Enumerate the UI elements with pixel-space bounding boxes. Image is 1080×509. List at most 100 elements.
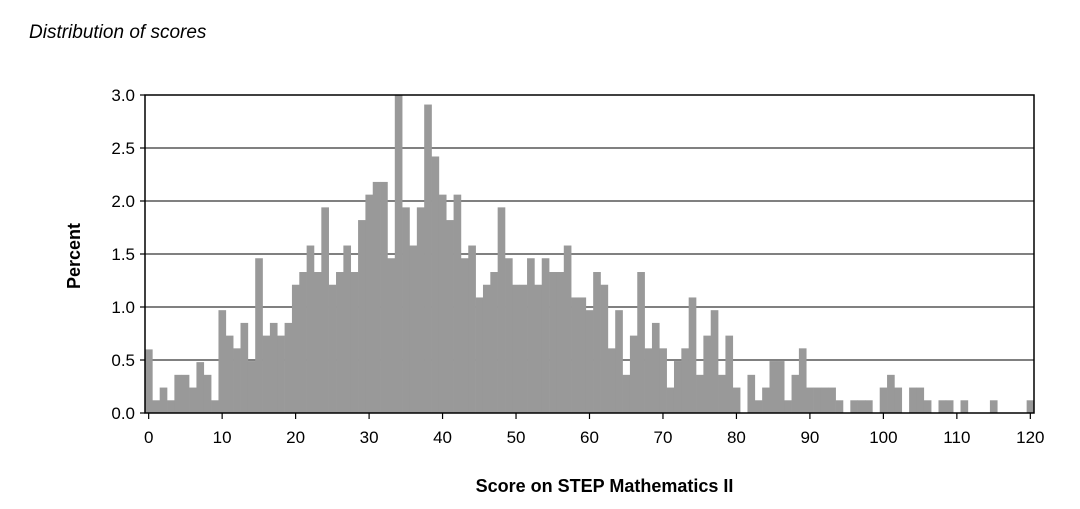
histogram-bar xyxy=(145,349,153,413)
histogram-bar xyxy=(549,272,557,413)
y-axis: 0.0 0.5 1.0 1.5 2.0 2.5 3.0 xyxy=(111,86,145,423)
histogram-bar xyxy=(446,220,454,413)
histogram-bar xyxy=(468,245,476,413)
histogram-bar xyxy=(637,272,645,413)
histogram-bar xyxy=(798,348,807,413)
histogram-bar xyxy=(233,348,241,413)
histogram-bar xyxy=(769,361,778,413)
histogram-bar xyxy=(835,400,844,413)
histogram-bar xyxy=(909,387,917,413)
histogram-bar xyxy=(262,335,271,413)
histogram-bar xyxy=(203,374,212,413)
histogram-bar xyxy=(813,387,822,413)
histogram-bar xyxy=(541,258,550,413)
histogram-bar xyxy=(615,310,623,413)
histogram-bar xyxy=(607,348,616,413)
histogram-bar xyxy=(879,387,888,413)
histogram-bar xyxy=(784,400,792,413)
histogram-bar xyxy=(313,272,322,413)
histogram-bar xyxy=(460,258,469,413)
x-tick-label: 90 xyxy=(800,428,819,447)
y-tick-label: 0.0 xyxy=(111,404,135,423)
histogram-bar xyxy=(424,104,432,413)
histogram-bar xyxy=(644,348,653,413)
x-tick-label: 40 xyxy=(433,428,452,447)
histogram-bar xyxy=(666,387,675,413)
histogram-bar xyxy=(887,374,895,413)
histogram-bar xyxy=(681,348,689,413)
histogram-bar xyxy=(218,310,227,413)
histogram-bar xyxy=(791,374,800,413)
y-tick-label: 2.0 xyxy=(111,192,135,211)
histogram-bar xyxy=(519,284,528,413)
histogram-bar xyxy=(673,361,682,413)
x-tick-label: 70 xyxy=(654,428,673,447)
histogram-bar xyxy=(291,284,300,413)
histogram-bar xyxy=(600,284,609,413)
histogram-bar xyxy=(387,258,396,413)
y-tick-label: 3.0 xyxy=(111,86,135,105)
histogram-bar xyxy=(497,207,506,413)
x-axis-title: Score on STEP Mathematics II xyxy=(476,476,734,496)
histogram-bar xyxy=(916,387,925,413)
histogram-bar xyxy=(659,348,667,413)
x-tick-label: 20 xyxy=(286,428,305,447)
histogram-bar xyxy=(571,297,579,413)
histogram-bar xyxy=(240,322,249,413)
histogram-bar xyxy=(865,400,873,413)
x-tick-label: 50 xyxy=(507,428,526,447)
bars xyxy=(145,95,1035,414)
histogram-bar xyxy=(850,400,858,413)
histogram-bar xyxy=(945,400,954,413)
histogram-bar xyxy=(629,335,638,413)
histogram-bar xyxy=(857,400,866,413)
histogram-bar xyxy=(328,284,337,413)
chart-title: Distribution of scores xyxy=(29,22,207,43)
histogram-bar xyxy=(321,207,329,413)
y-axis-title: Percent xyxy=(64,223,84,289)
histogram-bar xyxy=(306,245,315,413)
histogram-bar xyxy=(167,400,175,413)
histogram-bar xyxy=(527,258,535,413)
histogram-bar xyxy=(284,322,293,413)
histogram-bar xyxy=(1026,400,1035,413)
histogram-bar xyxy=(828,387,836,413)
y-tick-label: 0.5 xyxy=(111,351,135,370)
histogram-bar xyxy=(747,374,756,413)
histogram-bar xyxy=(365,194,374,413)
histogram-bar xyxy=(651,322,660,413)
x-tick-label: 110 xyxy=(943,428,970,447)
histogram-bar xyxy=(585,310,594,413)
histogram-bar xyxy=(556,272,565,413)
histogram-bar xyxy=(372,181,381,413)
x-tick-label: 60 xyxy=(580,428,599,447)
y-tick-label: 1.0 xyxy=(111,298,135,317)
histogram-bar xyxy=(277,335,285,413)
histogram-bar xyxy=(350,272,359,413)
histogram-bar xyxy=(174,374,183,413)
histogram-bar xyxy=(225,335,234,413)
histogram-bar xyxy=(989,400,998,413)
histogram-bar xyxy=(490,272,498,413)
histogram-bar xyxy=(475,297,484,413)
histogram-bar xyxy=(416,207,425,413)
histogram-bar xyxy=(482,284,491,413)
x-tick-label: 30 xyxy=(360,428,379,447)
histogram-bar xyxy=(696,374,704,413)
histogram-bar xyxy=(938,400,947,413)
histogram-bar xyxy=(380,181,388,413)
histogram-bar xyxy=(820,387,829,413)
histogram-bar xyxy=(402,207,410,413)
histogram-bar xyxy=(894,387,903,413)
histogram-bar xyxy=(718,374,726,413)
histogram-bar xyxy=(211,400,219,413)
histogram-bar xyxy=(255,258,263,413)
histogram-bar xyxy=(336,272,344,413)
histogram-bar xyxy=(622,374,631,413)
histogram-bar xyxy=(409,245,418,413)
histogram-bar xyxy=(593,272,601,413)
histogram-bar xyxy=(923,400,932,413)
histogram-bar xyxy=(189,387,197,413)
histogram-bar xyxy=(703,335,712,413)
histogram-bar xyxy=(754,400,763,413)
